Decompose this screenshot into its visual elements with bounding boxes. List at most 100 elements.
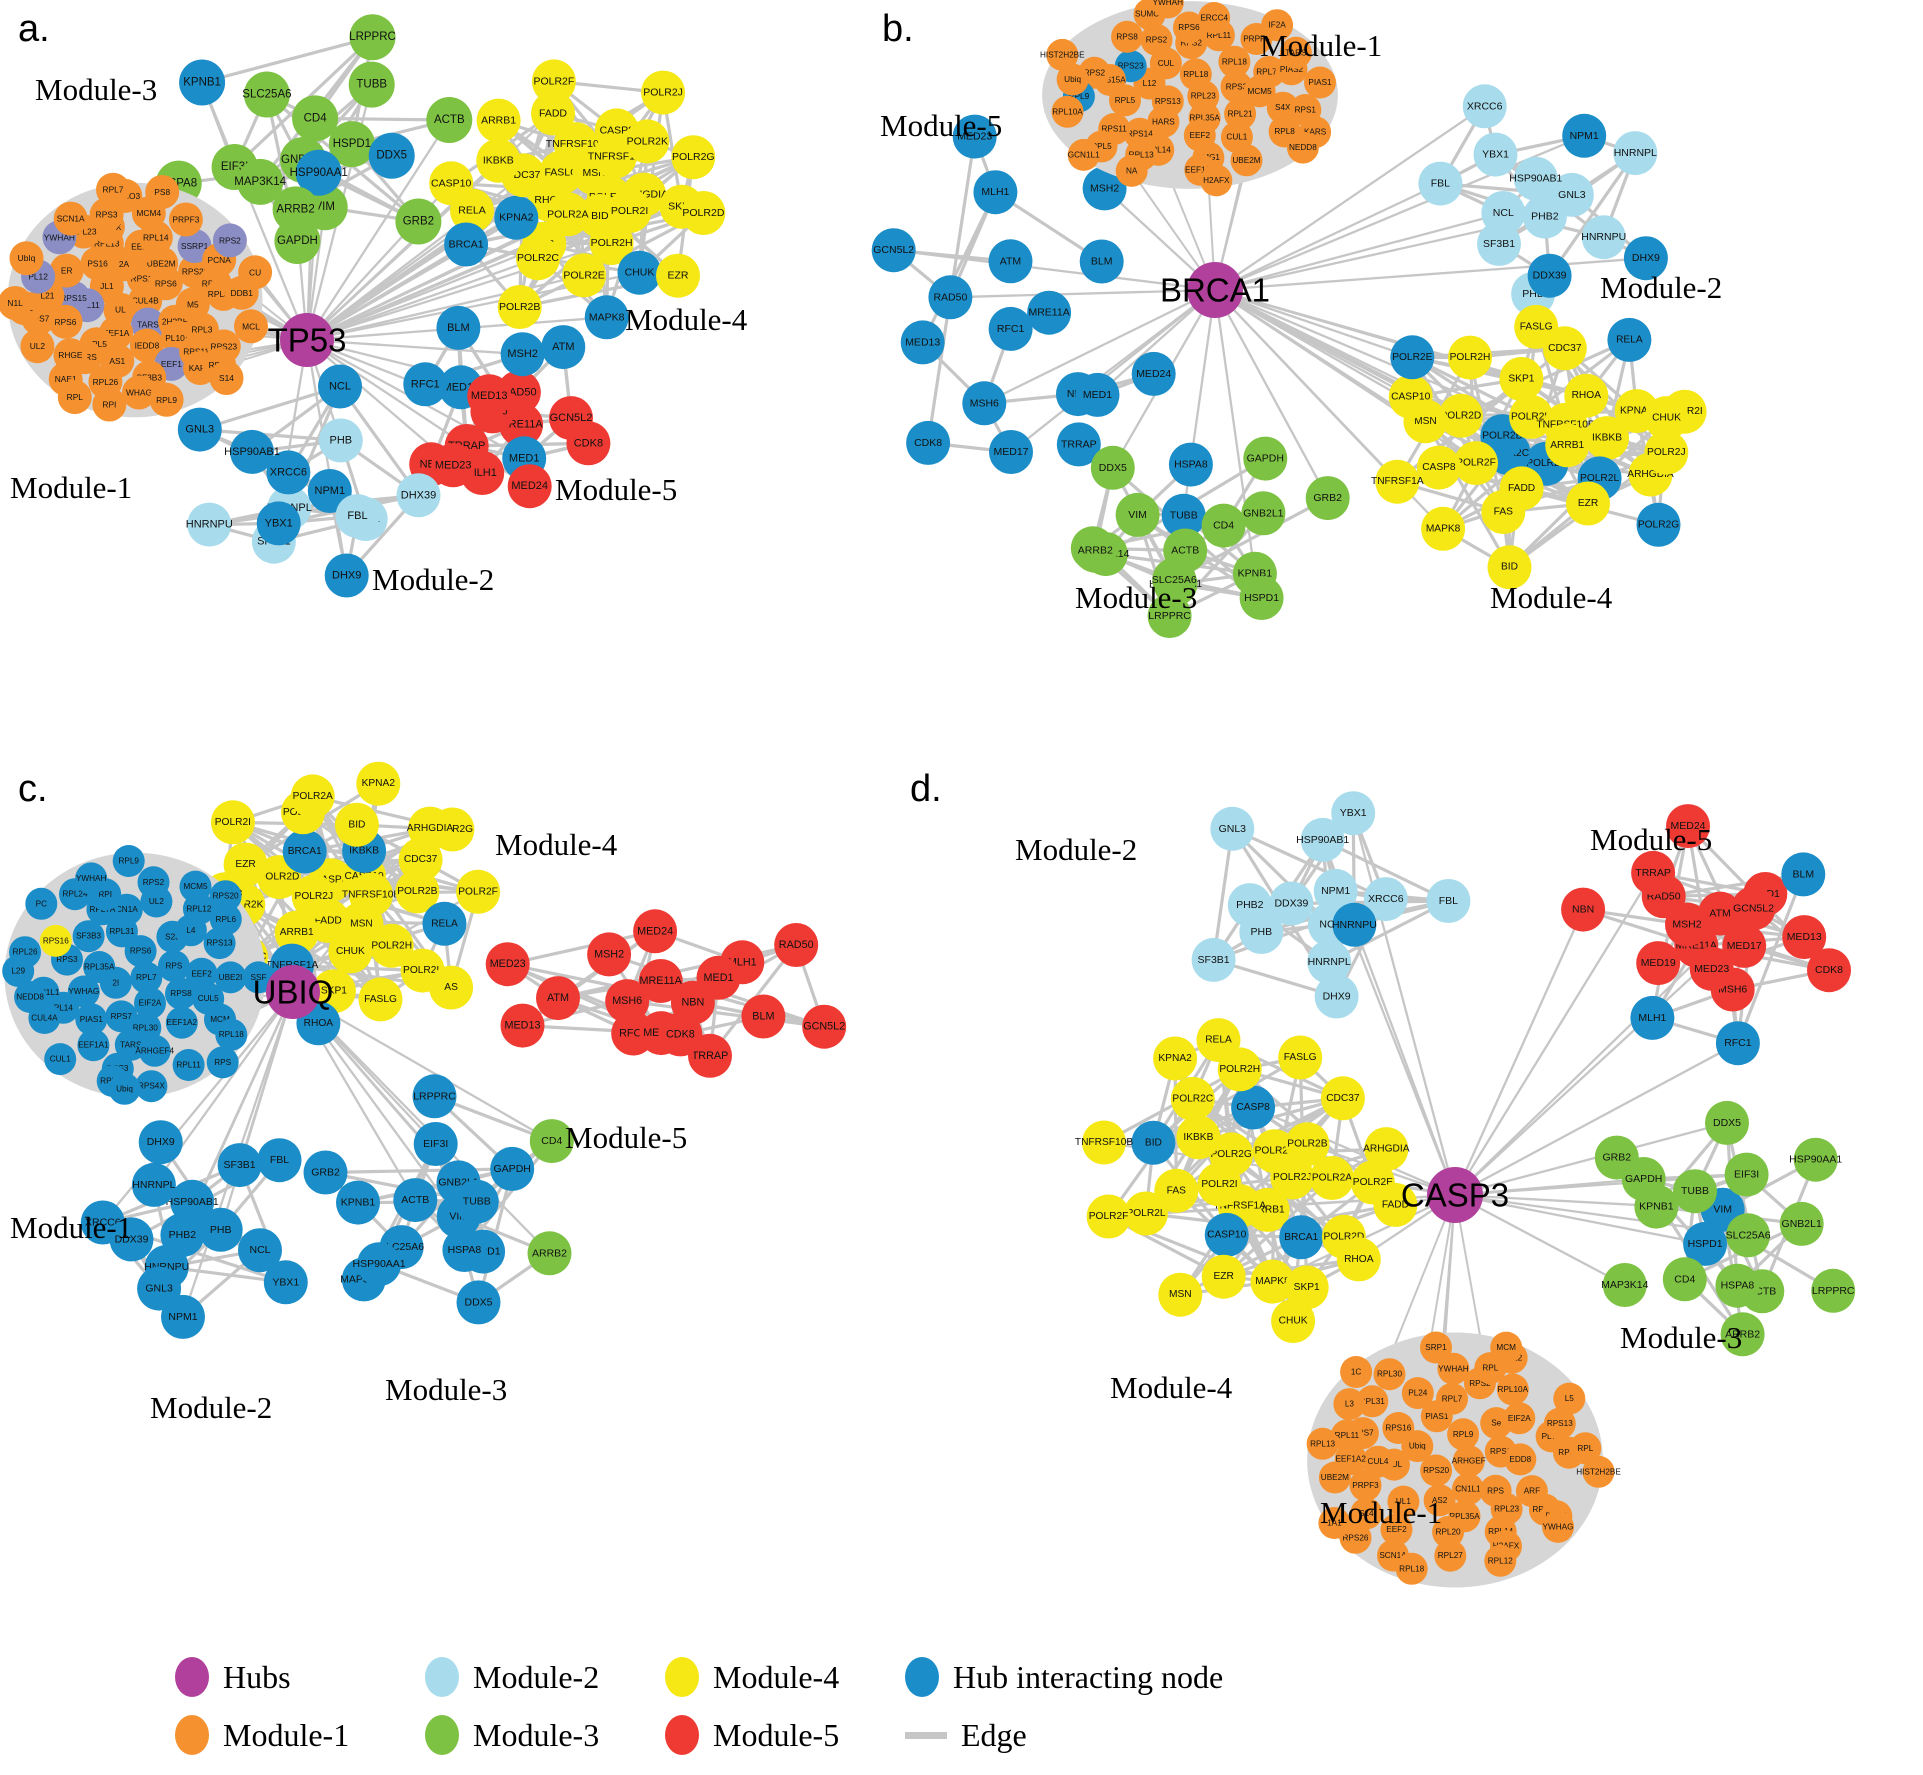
- network-node[interactable]: POLR2B: [1285, 1122, 1330, 1167]
- network-node[interactable]: HNRNPL: [131, 1162, 176, 1207]
- network-node[interactable]: ACTB: [393, 1178, 438, 1223]
- network-node[interactable]: RPL18: [215, 1018, 248, 1051]
- node-circle[interactable]: [1279, 36, 1312, 69]
- node-circle[interactable]: [1154, 1168, 1199, 1213]
- node-circle[interactable]: [348, 61, 395, 108]
- node-circle[interactable]: [587, 932, 632, 977]
- network-node[interactable]: PS8: [145, 175, 180, 209]
- node-circle[interactable]: [1503, 1402, 1536, 1435]
- node-circle[interactable]: [272, 186, 319, 233]
- network-node[interactable]: EIF2A: [1503, 1402, 1536, 1435]
- node-circle[interactable]: [1644, 396, 1689, 441]
- network-node[interactable]: RPL11: [172, 1049, 205, 1081]
- node-circle[interactable]: [1286, 131, 1319, 164]
- network-node[interactable]: BRCA1: [1279, 1215, 1324, 1260]
- network-node[interactable]: GCN5L2: [1731, 886, 1776, 931]
- node-circle[interactable]: [2, 955, 35, 987]
- node-circle[interactable]: [545, 192, 590, 237]
- node-circle[interactable]: [1239, 576, 1284, 620]
- network-node[interactable]: CD4: [1201, 503, 1246, 548]
- node-circle[interactable]: [566, 421, 611, 466]
- network-node[interactable]: CDK8: [658, 1012, 703, 1057]
- node-circle[interactable]: [395, 198, 442, 245]
- node-circle[interactable]: [1499, 357, 1544, 401]
- network-node[interactable]: GAPDH: [490, 1146, 535, 1191]
- node-circle[interactable]: [234, 309, 268, 344]
- node-circle[interactable]: [1613, 131, 1658, 176]
- node-circle[interactable]: [562, 253, 607, 298]
- node-circle[interactable]: [209, 880, 242, 913]
- node-circle[interactable]: [179, 59, 226, 106]
- node-circle[interactable]: [1462, 84, 1507, 129]
- network-node[interactable]: GNL3: [137, 1266, 182, 1311]
- network-node[interactable]: SKP1: [1499, 357, 1544, 401]
- network-node[interactable]: L29: [2, 955, 35, 987]
- node-circle[interactable]: [1731, 886, 1776, 931]
- network-node[interactable]: CHUK: [1644, 396, 1689, 441]
- node-circle[interactable]: [109, 1217, 154, 1262]
- node-circle[interactable]: [1561, 887, 1606, 932]
- node-circle[interactable]: [952, 114, 997, 159]
- node-circle[interactable]: [1673, 1169, 1717, 1214]
- network-node[interactable]: GNL3: [1210, 806, 1255, 851]
- hub-circle[interactable]: [280, 313, 334, 367]
- network-node[interactable]: UBE2M: [1230, 144, 1263, 177]
- node-circle[interactable]: [1147, 105, 1180, 138]
- node-circle[interactable]: [1269, 881, 1314, 926]
- node-circle[interactable]: [1252, 1129, 1297, 1174]
- node-circle[interactable]: [1364, 1127, 1409, 1172]
- node-circle[interactable]: [1418, 161, 1463, 206]
- node-circle[interactable]: [266, 450, 311, 495]
- node-circle[interactable]: [1173, 11, 1205, 44]
- network-node[interactable]: Ubiq: [108, 1072, 141, 1105]
- network-node[interactable]: LRPPRC: [412, 1074, 457, 1119]
- network-node[interactable]: RHOA: [1336, 1237, 1381, 1282]
- node-circle[interactable]: [1313, 868, 1358, 913]
- node-circle[interactable]: [177, 407, 222, 452]
- network-node[interactable]: RELA: [1196, 1018, 1241, 1063]
- node-circle[interactable]: [77, 1029, 110, 1062]
- node-circle[interactable]: [1349, 1469, 1382, 1502]
- network-node[interactable]: UL2: [20, 329, 55, 364]
- node-circle[interactable]: [1279, 1215, 1324, 1260]
- node-circle[interactable]: [20, 329, 55, 364]
- node-circle[interactable]: [57, 380, 92, 415]
- node-circle[interactable]: [485, 942, 530, 987]
- network-node[interactable]: BLM: [741, 994, 786, 1039]
- network-node[interactable]: POLR2F: [531, 59, 576, 104]
- network-node[interactable]: FADD: [1373, 1182, 1418, 1227]
- node-circle[interactable]: [696, 955, 741, 1000]
- node-circle[interactable]: [1380, 1513, 1413, 1546]
- node-circle[interactable]: [516, 236, 560, 281]
- network-node[interactable]: H2AFX: [1200, 164, 1233, 197]
- node-circle[interactable]: [75, 862, 108, 895]
- network-node[interactable]: NCL: [318, 364, 362, 409]
- node-circle[interactable]: [1473, 132, 1518, 177]
- network-node[interactable]: BLM: [1781, 852, 1826, 897]
- node-circle[interactable]: [476, 98, 521, 143]
- network-node[interactable]: LRPPRC: [1811, 1268, 1856, 1313]
- network-node[interactable]: DDX39: [1527, 253, 1572, 298]
- network-node[interactable]: FBL: [1426, 879, 1471, 923]
- network-node[interactable]: TNFRSF10B: [1075, 1120, 1134, 1165]
- network-node[interactable]: ATM: [541, 325, 586, 370]
- node-circle[interactable]: [1363, 877, 1408, 922]
- network-node[interactable]: EDD8: [1504, 1443, 1537, 1476]
- node-circle[interactable]: [130, 961, 163, 994]
- node-circle[interactable]: [1075, 372, 1120, 417]
- node-circle[interactable]: [900, 320, 945, 365]
- node-circle[interactable]: [1373, 1358, 1406, 1391]
- node-circle[interactable]: [1320, 1076, 1365, 1121]
- node-circle[interactable]: [214, 961, 247, 994]
- node-circle[interactable]: [1200, 164, 1233, 197]
- network-node[interactable]: YWHAH: [75, 862, 108, 895]
- node-circle[interactable]: [1307, 939, 1352, 984]
- node-circle[interactable]: [1046, 38, 1079, 71]
- network-node[interactable]: GCN5L2: [871, 228, 916, 273]
- node-circle[interactable]: [1305, 476, 1350, 521]
- network-node[interactable]: POLR2D: [681, 191, 726, 235]
- network-node[interactable]: NCL: [1481, 191, 1526, 235]
- node-circle[interactable]: [429, 161, 474, 206]
- network-node[interactable]: NA: [1115, 154, 1148, 187]
- node-circle[interactable]: [456, 1280, 501, 1325]
